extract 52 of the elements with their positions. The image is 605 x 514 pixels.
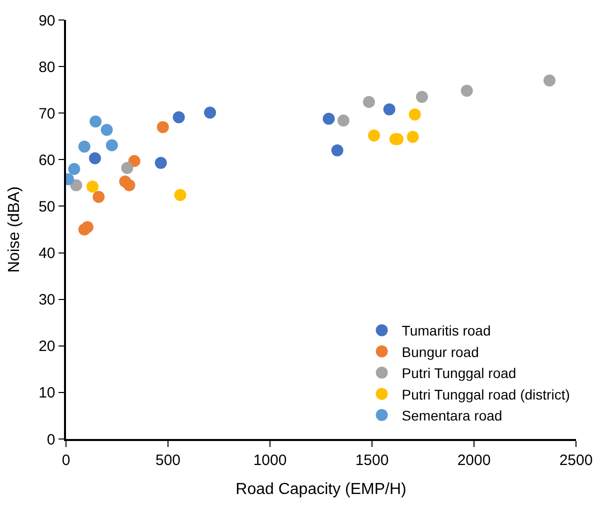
point bbox=[337, 114, 350, 127]
point bbox=[174, 189, 186, 202]
point bbox=[204, 106, 216, 119]
y-tick-label: 10 bbox=[38, 384, 56, 402]
x-tick-label: 500 bbox=[155, 452, 181, 469]
x-tick-label: 1000 bbox=[253, 452, 287, 469]
point bbox=[88, 152, 101, 164]
point bbox=[460, 84, 473, 97]
legend-label: Sementara road bbox=[402, 407, 502, 424]
point bbox=[68, 162, 80, 175]
point bbox=[128, 155, 140, 168]
y-tick-label: 0 bbox=[46, 431, 56, 448]
point bbox=[90, 115, 102, 128]
point bbox=[81, 221, 94, 234]
y-tick-label: 90 bbox=[38, 12, 56, 30]
y-tick-label: 40 bbox=[38, 245, 56, 262]
legend-label: Bungur road bbox=[402, 344, 479, 360]
x-tick-label: 0 bbox=[62, 452, 70, 469]
x-tick-label: 2000 bbox=[457, 452, 491, 469]
point bbox=[368, 129, 380, 142]
y-tick-label: 70 bbox=[38, 105, 56, 122]
point bbox=[78, 140, 90, 153]
point bbox=[100, 124, 113, 136]
point bbox=[322, 112, 335, 125]
y-tick-label: 30 bbox=[38, 292, 56, 309]
point bbox=[86, 180, 99, 193]
legend-label: Tumaritis road bbox=[402, 322, 491, 339]
point bbox=[154, 156, 167, 169]
y-tick-label: 50 bbox=[38, 198, 56, 216]
point bbox=[106, 139, 118, 152]
point bbox=[383, 103, 396, 116]
point bbox=[156, 121, 169, 134]
y-tick-label: 60 bbox=[38, 152, 56, 169]
point bbox=[362, 96, 375, 108]
y-axis-title: Noise (dBA) bbox=[6, 186, 23, 273]
y-tick-label: 20 bbox=[38, 338, 56, 356]
x-tick-label: 2500 bbox=[559, 452, 593, 469]
point bbox=[416, 90, 428, 103]
point bbox=[121, 162, 134, 174]
point bbox=[408, 108, 421, 121]
point bbox=[331, 144, 344, 156]
point bbox=[70, 179, 82, 192]
x-tick-label: 1500 bbox=[355, 452, 389, 469]
point bbox=[172, 111, 185, 124]
y-tick-label: 80 bbox=[38, 58, 56, 76]
point bbox=[406, 130, 419, 143]
point bbox=[92, 190, 105, 203]
x-axis-title: Road Capacity (EMP/H) bbox=[236, 480, 406, 498]
point bbox=[543, 74, 556, 87]
legend-label: Putri Tunggal road (district) bbox=[402, 386, 570, 402]
point bbox=[123, 179, 136, 192]
legend-label: Putri Tunggal road bbox=[402, 365, 516, 382]
